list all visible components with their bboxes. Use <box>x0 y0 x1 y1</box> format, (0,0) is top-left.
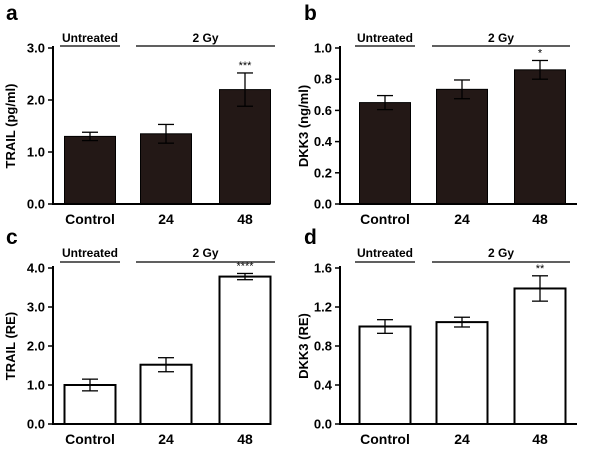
y-axis-title: DKK3 (RE) <box>296 313 311 379</box>
y-tick-label: 0.8 <box>314 339 332 354</box>
x-tick-label: Control <box>65 211 115 227</box>
x-tick-label: 48 <box>532 211 548 227</box>
bar <box>218 275 272 425</box>
y-tick-label: 3.0 <box>27 41 45 56</box>
panel-letter: a <box>6 2 18 25</box>
y-tick-label: 2.0 <box>27 93 45 108</box>
group-label-2gy: 2 Gy <box>192 246 218 260</box>
y-tick-label: 0.2 <box>314 165 332 180</box>
x-tick-label: 48 <box>237 431 253 447</box>
group-label-untreated: Untreated <box>62 246 118 260</box>
x-tick-label: 48 <box>532 431 548 447</box>
y-tick-label: 1.0 <box>314 41 332 56</box>
panel-letter: d <box>304 226 317 249</box>
x-tick-label: Control <box>65 431 115 447</box>
y-tick-label: 1.0 <box>27 378 45 393</box>
group-label-2gy: 2 Gy <box>488 246 514 260</box>
x-tick-label: 24 <box>158 431 174 447</box>
y-axis-title: TRAIL (pg/ml) <box>3 84 18 169</box>
bar <box>436 88 488 205</box>
x-tick-label: 24 <box>158 211 174 227</box>
group-label-2gy: 2 Gy <box>488 31 514 45</box>
y-tick-label: 0.0 <box>27 417 45 432</box>
x-tick-label: 48 <box>237 211 253 227</box>
group-label-untreated: Untreated <box>62 31 118 45</box>
bar <box>435 321 489 425</box>
y-tick-label: 0.4 <box>314 134 333 149</box>
panel-d: d DKK3 (RE) Control 24 ** 48 0.0 0.4 0.8 1.2 1.6 Un… <box>296 226 577 447</box>
group-label-untreated: Untreated <box>357 246 413 260</box>
bar <box>513 287 567 425</box>
x-tick-label: 24 <box>454 431 470 447</box>
y-tick-label: 0.0 <box>314 417 332 432</box>
panel-c: c TRAIL (RE) Control 24 **** 48 0.0 1.0 2.0 3.0 4.… <box>3 226 275 447</box>
panel-letter: c <box>6 226 18 249</box>
y-tick-label: 0.4 <box>314 378 333 393</box>
y-tick-label: 1.0 <box>27 145 45 160</box>
y-tick-label: 3.0 <box>27 300 45 315</box>
bar <box>140 133 192 205</box>
y-tick-label: 0.6 <box>314 103 332 118</box>
bar <box>64 135 116 205</box>
group-label-untreated: Untreated <box>357 31 413 45</box>
bar <box>514 69 566 205</box>
significance-marker: *** <box>239 60 253 72</box>
y-tick-label: 1.2 <box>314 300 332 315</box>
y-axis-title: TRAIL (RE) <box>3 312 18 380</box>
y-tick-label: 0.0 <box>314 197 332 212</box>
panel-b: b DKK3 (ng/ml) Control 24 * 48 0.0 0.2 0.4 0.6 0.8… <box>296 2 577 227</box>
y-tick-label: 0.0 <box>27 197 45 212</box>
significance-marker: * <box>538 47 543 59</box>
x-tick-label: Control <box>360 211 410 227</box>
y-tick-label: 4.0 <box>27 261 45 276</box>
y-tick-label: 0.8 <box>314 72 332 87</box>
group-label-2gy: 2 Gy <box>192 31 218 45</box>
bar <box>139 363 193 425</box>
panel-letter: b <box>304 2 317 25</box>
x-tick-label: Control <box>360 431 410 447</box>
significance-marker: ** <box>536 263 545 275</box>
significance-marker: **** <box>236 260 254 272</box>
x-tick-label: 24 <box>454 211 470 227</box>
y-tick-label: 2.0 <box>27 339 45 354</box>
y-tick-label: 1.6 <box>314 261 332 276</box>
panel-a: a TRAIL (pg/ml) Control 24 *** 48 0.0 1.0 2.0 3.0… <box>3 2 275 227</box>
bar <box>358 325 412 425</box>
bar <box>359 102 411 205</box>
y-axis-title: DKK3 (ng/ml) <box>296 85 311 167</box>
